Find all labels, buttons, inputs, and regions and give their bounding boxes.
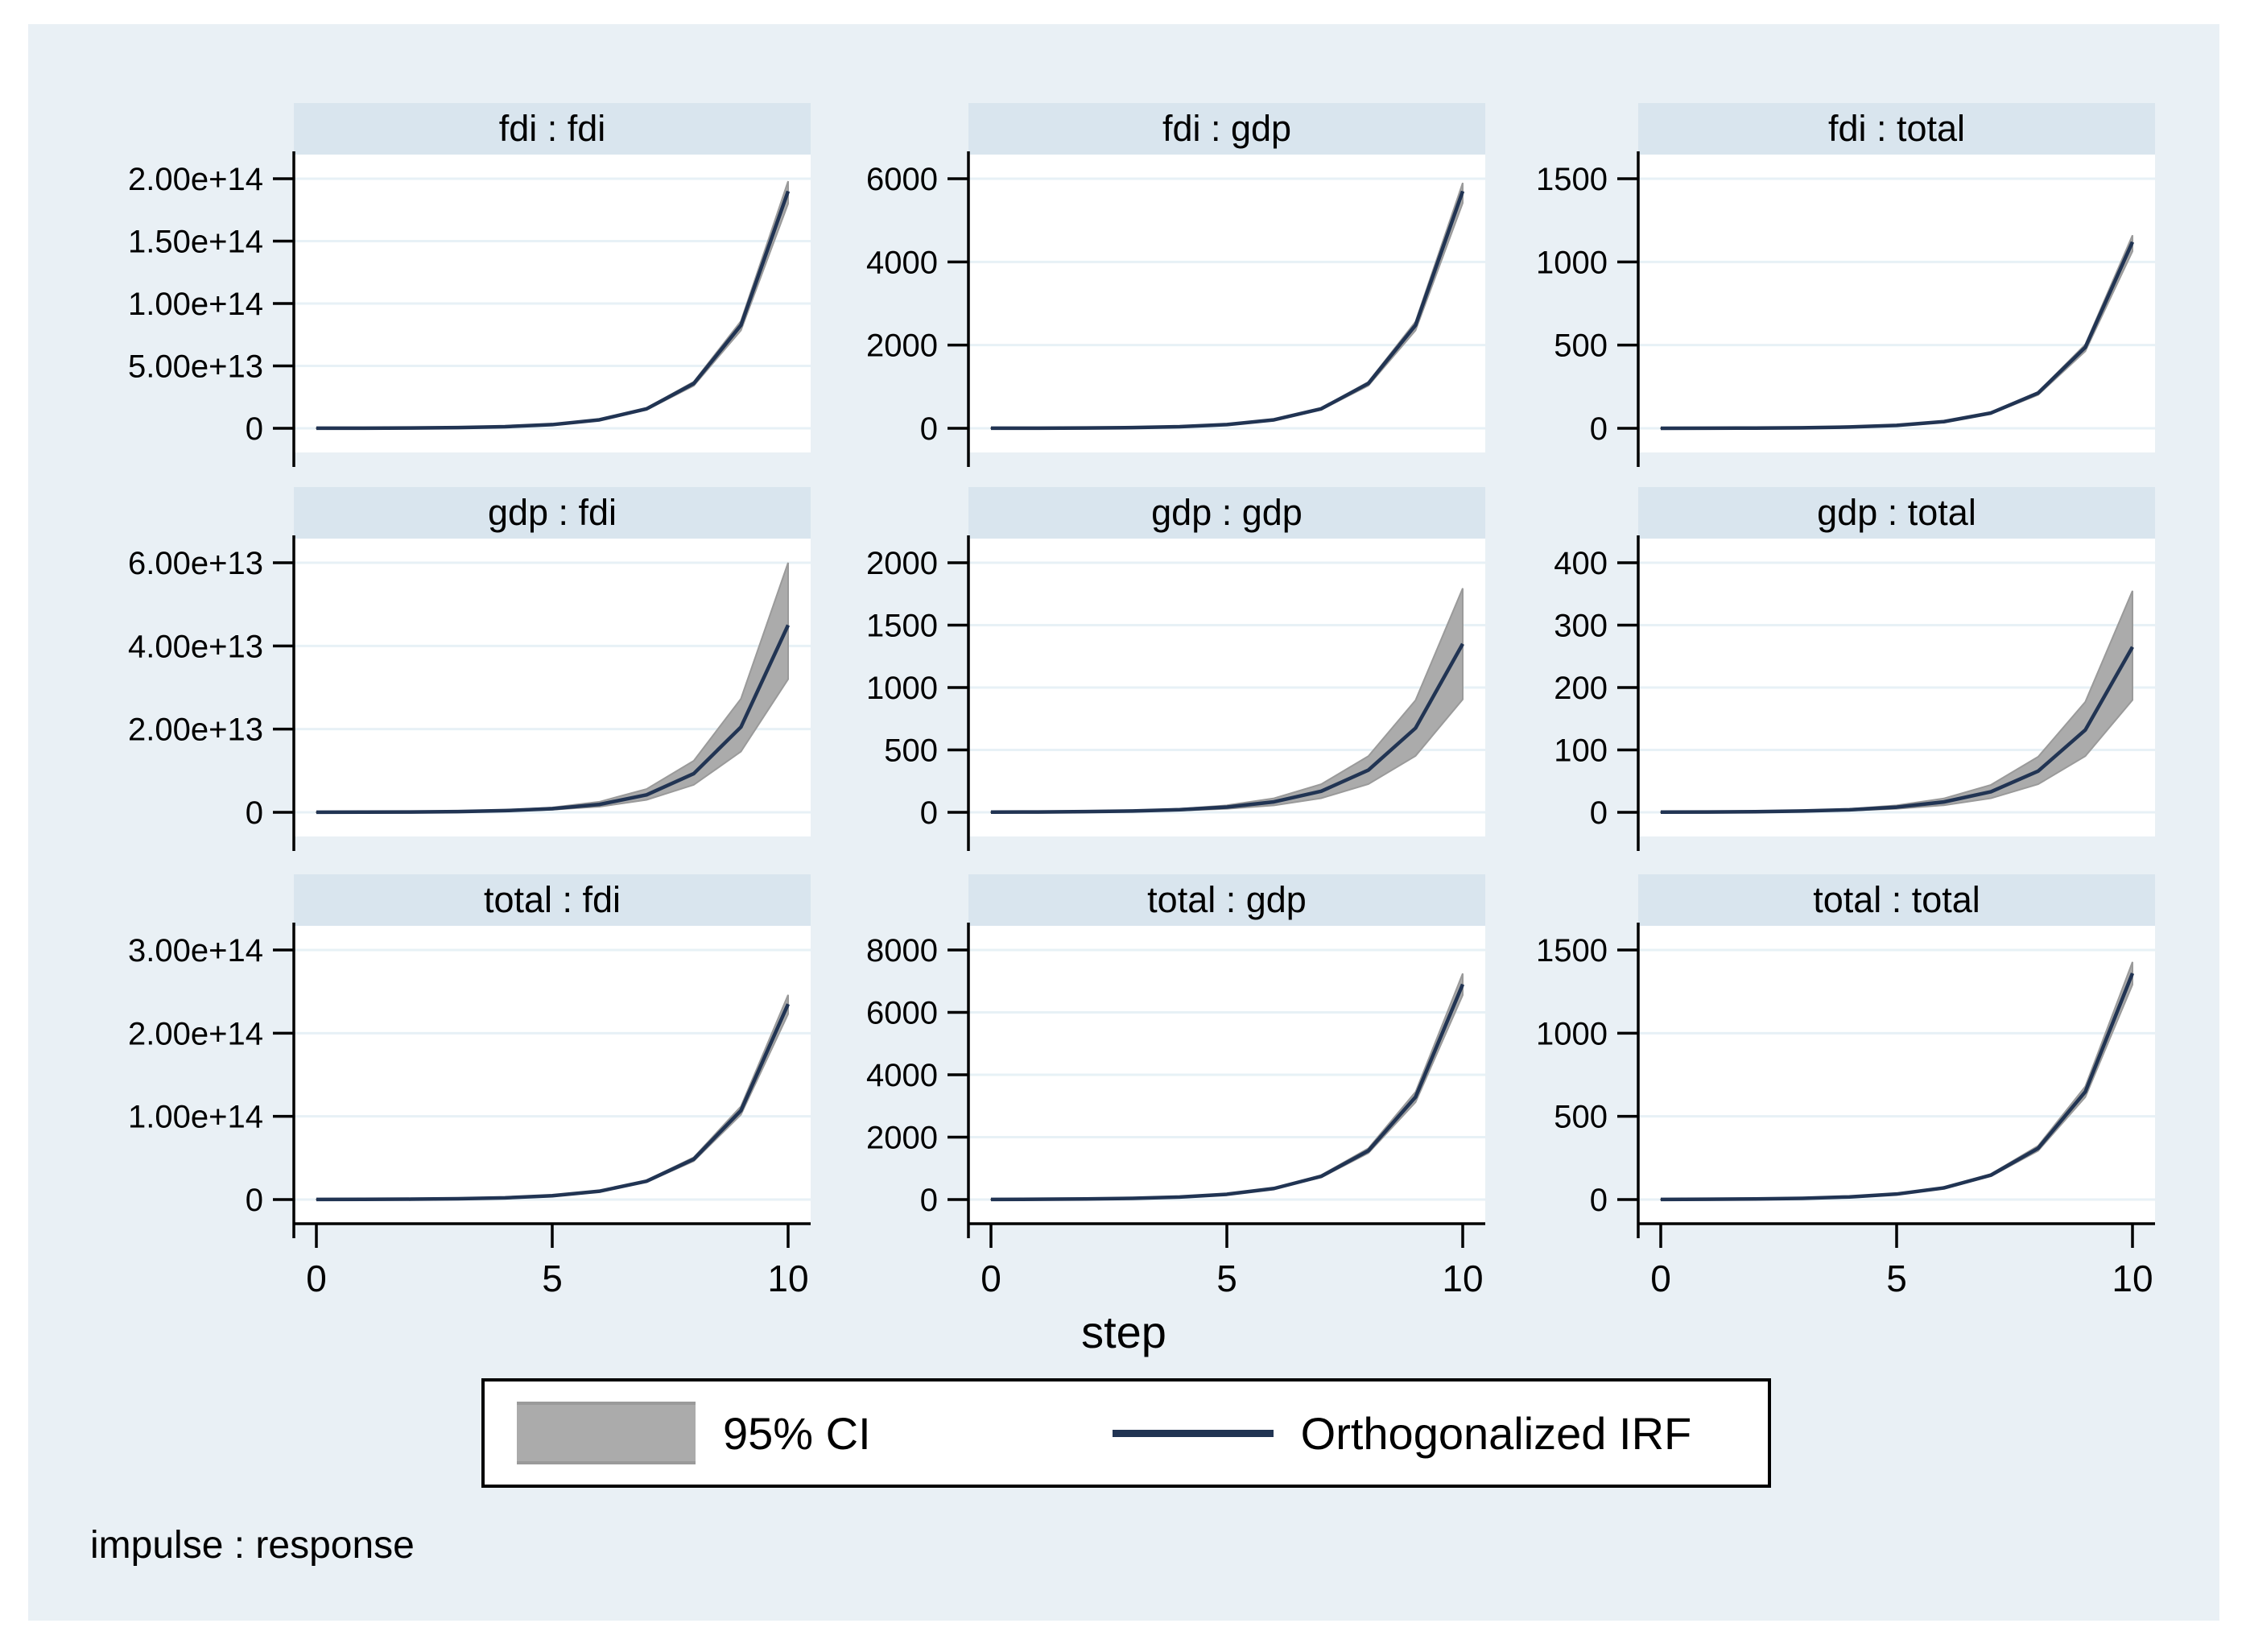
svg-text:0: 0 <box>306 1258 327 1299</box>
svg-text:0: 0 <box>920 795 938 831</box>
svg-text:10: 10 <box>1442 1258 1483 1299</box>
svg-text:1.50e+14: 1.50e+14 <box>128 225 263 260</box>
panel-plot: 0 5.00e+13 1.00e+14 1.50e+14 2.00e+14 <box>128 151 811 467</box>
panel-plot: 0 500 1000 1500 0 5 10 <box>1536 923 2155 1299</box>
svg-text:400: 400 <box>1554 546 1608 581</box>
svg-text:0: 0 <box>920 1183 938 1218</box>
svg-text:500: 500 <box>884 733 938 769</box>
ci-band-swatch <box>517 1402 696 1464</box>
panel-title: gdp : total <box>1638 487 2155 539</box>
svg-text:0: 0 <box>1590 411 1608 447</box>
panel-title: total : fdi <box>294 874 811 926</box>
legend-box: 95% CI Orthogonalized IRF <box>481 1378 1771 1488</box>
panel-plot: 0 2000 4000 6000 <box>866 151 1485 467</box>
svg-text:8000: 8000 <box>866 933 938 968</box>
svg-text:500: 500 <box>1554 1100 1608 1135</box>
panel-title: total : total <box>1638 874 2155 926</box>
svg-text:6000: 6000 <box>866 996 938 1031</box>
svg-text:6.00e+13: 6.00e+13 <box>128 546 263 581</box>
panel-title: total : gdp <box>968 874 1485 926</box>
svg-text:4000: 4000 <box>866 245 938 280</box>
panel-title: gdp : gdp <box>968 487 1485 539</box>
svg-text:2000: 2000 <box>866 1121 938 1156</box>
svg-text:0: 0 <box>246 795 263 831</box>
svg-text:2.00e+14: 2.00e+14 <box>128 1016 263 1051</box>
panel-total-total: total : total 0 500 1000 1500 0 5 10 <box>1536 874 2155 1304</box>
svg-text:0: 0 <box>1590 795 1608 831</box>
svg-text:2.00e+13: 2.00e+13 <box>128 712 263 748</box>
legend-label-ci: 95% CI <box>723 1407 871 1459</box>
panel-plot: 0 100 200 300 400 <box>1554 535 2155 851</box>
svg-text:2000: 2000 <box>866 546 938 581</box>
svg-text:1000: 1000 <box>1536 1016 1608 1051</box>
panel-title: fdi : total <box>1638 103 2155 155</box>
svg-text:10: 10 <box>2112 1258 2153 1299</box>
svg-text:0: 0 <box>981 1258 1001 1299</box>
graph-canvas: fdi : fdi 0 5.00e+13 1.00e+14 1.50e+14 2.00e… <box>28 24 2219 1621</box>
panel-fdi-total: fdi : total 0 500 1000 1500 <box>1536 103 2155 469</box>
svg-text:300: 300 <box>1554 609 1608 644</box>
svg-text:1000: 1000 <box>866 671 938 706</box>
svg-text:2.00e+14: 2.00e+14 <box>128 162 263 197</box>
panel-plot: 0 2.00e+13 4.00e+13 6.00e+13 <box>128 535 811 851</box>
svg-text:100: 100 <box>1554 733 1608 769</box>
svg-text:1500: 1500 <box>1536 933 1608 968</box>
panel-gdp-total: gdp : total 0 100 200 300 400 <box>1554 487 2155 853</box>
legend-label-irf: Orthogonalized IRF <box>1300 1407 1692 1459</box>
svg-text:1.00e+14: 1.00e+14 <box>128 287 263 322</box>
svg-text:1.00e+14: 1.00e+14 <box>128 1100 263 1135</box>
panel-fdi-fdi: fdi : fdi 0 5.00e+13 1.00e+14 1.50e+14 2.00e… <box>128 103 811 469</box>
svg-text:0: 0 <box>246 1183 263 1218</box>
panel-title: fdi : fdi <box>294 103 811 155</box>
svg-text:3.00e+14: 3.00e+14 <box>128 933 263 968</box>
impulse-response-note: impulse : response <box>90 1524 415 1567</box>
svg-text:0: 0 <box>920 411 938 447</box>
svg-text:1500: 1500 <box>866 609 938 644</box>
svg-text:0: 0 <box>246 411 263 447</box>
panel-plot: 0 500 1000 1500 <box>1536 151 2155 467</box>
panel-plot: 0 1.00e+14 2.00e+14 3.00e+14 0 5 10 <box>128 923 811 1299</box>
panel-title: fdi : gdp <box>968 103 1485 155</box>
svg-text:2000: 2000 <box>866 328 938 364</box>
svg-text:200: 200 <box>1554 671 1608 706</box>
svg-text:0: 0 <box>1650 1258 1671 1299</box>
panel-gdp-gdp: gdp : gdp 0 500 1000 1500 2000 <box>866 487 1485 853</box>
svg-text:10: 10 <box>767 1258 808 1299</box>
svg-text:5: 5 <box>542 1258 563 1299</box>
svg-text:4000: 4000 <box>866 1058 938 1093</box>
svg-text:1500: 1500 <box>1536 162 1608 197</box>
svg-text:500: 500 <box>1554 328 1608 364</box>
svg-text:5: 5 <box>1886 1258 1907 1299</box>
panel-total-fdi: total : fdi 0 1.00e+14 2.00e+14 3.00e+14 0 5 1… <box>128 874 811 1304</box>
irf-line-swatch <box>1112 1429 1274 1437</box>
panel-gdp-fdi: gdp : fdi 0 2.00e+13 4.00e+13 6.00e+13 <box>128 487 811 853</box>
panel-title: gdp : fdi <box>294 487 811 539</box>
svg-text:5: 5 <box>1216 1258 1237 1299</box>
panel-total-gdp: total : gdp 0 2000 4000 6000 8000 0 5 10 <box>866 874 1485 1304</box>
x-axis-title: step <box>1081 1307 1166 1357</box>
panel-plot: 0 2000 4000 6000 8000 0 5 10 <box>866 923 1485 1299</box>
panel-fdi-gdp: fdi : gdp 0 2000 4000 6000 <box>866 103 1485 469</box>
svg-text:5.00e+13: 5.00e+13 <box>128 349 263 385</box>
svg-text:4.00e+13: 4.00e+13 <box>128 629 263 664</box>
svg-text:1000: 1000 <box>1536 245 1608 280</box>
svg-text:0: 0 <box>1590 1183 1608 1218</box>
panel-plot: 0 500 1000 1500 2000 <box>866 535 1485 851</box>
svg-text:6000: 6000 <box>866 162 938 197</box>
